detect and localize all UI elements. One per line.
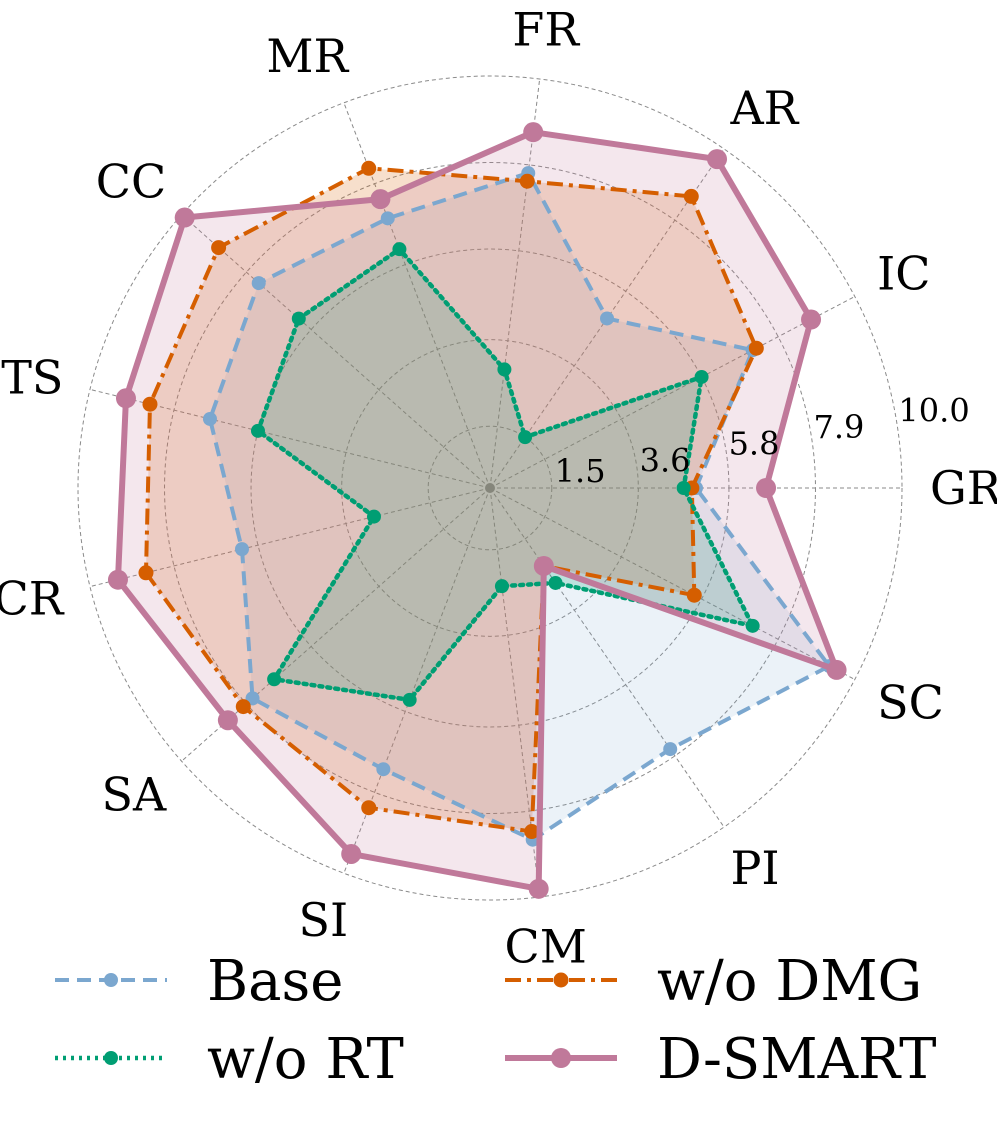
data-point-d-smart-sc <box>826 659 847 680</box>
data-point-w-o-dmg-fr <box>519 173 535 189</box>
legend-item-w-o-rt: w/o RT <box>55 1027 404 1092</box>
legend-marker-w-o-dmg <box>553 972 569 988</box>
legend-marker-base <box>104 973 118 987</box>
grid-spoke-cr <box>89 487 491 588</box>
axis-label-sa: SA <box>101 767 167 821</box>
data-point-d-smart-ic <box>801 309 822 330</box>
data-point-d-smart-ts <box>115 388 136 409</box>
data-point-w-o-dmg-cm <box>524 824 540 840</box>
radial-tick-label: 7.9 <box>814 408 865 446</box>
axis-labels: GR IC AR FR MR CC TS CR SA SI CM PI SC <box>0 2 997 973</box>
axis-label-pi: PI <box>730 841 779 895</box>
data-point-d-smart-pi <box>533 555 554 576</box>
axis-label-ar: AR <box>729 81 799 135</box>
data-point-w-o-rt-gr <box>676 481 691 495</box>
grid-circle <box>427 425 553 551</box>
series-line-w-o-rt <box>255 246 755 703</box>
radial-tick-label: 5.8 <box>729 424 780 462</box>
axis-label-mr: MR <box>266 29 349 83</box>
radial-tick-label: 3.6 <box>640 442 691 480</box>
data-point-d-smart-gr <box>756 478 777 498</box>
radial-tick-label: 1.5 <box>555 452 606 490</box>
legend-item-d-smart: D-SMART <box>505 1027 937 1092</box>
axis-label-ic: IC <box>877 246 930 300</box>
data-point-w-o-dmg-sc <box>686 587 702 603</box>
legend-item-base: Base <box>55 949 343 1014</box>
data-point-base-mr <box>380 211 395 226</box>
data-point-w-o-dmg-cc <box>211 240 227 256</box>
data-point-w-o-rt-ts <box>250 423 265 438</box>
data-point-w-o-rt-cm <box>494 579 509 594</box>
series-fill-w-o-dmg <box>145 168 757 832</box>
series-line-base <box>207 171 832 842</box>
axis-label-cr: CR <box>0 572 65 626</box>
series-line-d-smart <box>114 129 840 892</box>
series-fill-base <box>209 173 830 840</box>
data-point-d-smart-cr <box>107 569 128 590</box>
axis-label-si: SI <box>298 893 348 947</box>
axis-label-ts: TS <box>1 350 63 404</box>
legend-label-w-o-dmg: w/o DMG <box>657 949 922 1014</box>
radial-tick-label: 10.0 <box>898 391 969 429</box>
data-point-base-pi <box>663 742 678 757</box>
data-point-w-o-dmg-si <box>361 800 377 816</box>
axis-label-fr: FR <box>512 2 580 56</box>
data-point-w-o-dmg-cr <box>138 565 154 581</box>
data-point-d-smart-cc <box>174 207 195 228</box>
data-point-w-o-dmg-sa <box>235 699 251 715</box>
data-point-w-o-dmg-mr <box>361 160 377 176</box>
legend: Base w/o DMG w/o RT D-SMART <box>55 949 937 1092</box>
axis-label-cm: CM <box>505 920 587 974</box>
data-point-w-o-dmg-ic <box>748 340 764 356</box>
data-point-d-smart-ar <box>707 149 728 170</box>
axis-label-gr: GR <box>930 461 997 515</box>
data-point-base-ar <box>600 311 615 326</box>
radar-center-dot <box>485 483 495 493</box>
data-point-w-o-dmg-ar <box>683 188 699 204</box>
grid-spoke-fr <box>489 78 541 489</box>
series-w-o-rt <box>250 242 760 707</box>
grid-spoke-ic <box>489 296 856 489</box>
legend-item-w-o-dmg: w/o DMG <box>505 949 922 1014</box>
grid-spoke-sc <box>489 487 856 680</box>
legend-label-w-o-rt: w/o RT <box>207 1027 404 1092</box>
data-point-base-si <box>376 762 391 777</box>
series-fill-w-o-rt <box>257 249 753 700</box>
radial-tick-labels: 1.5 3.6 5.8 7.9 10.0 <box>555 391 970 490</box>
data-point-w-o-rt-fr <box>497 362 512 377</box>
data-point-w-o-dmg-ts <box>142 396 158 412</box>
axis-label-sc: SC <box>877 676 944 730</box>
data-point-w-o-rt-sa <box>267 672 282 687</box>
data-point-w-o-rt-sc <box>745 618 760 633</box>
legend-label-base: Base <box>207 949 343 1014</box>
legend-marker-d-smart <box>551 1048 571 1068</box>
data-point-w-o-rt-si <box>402 692 417 707</box>
radar-series <box>107 122 847 899</box>
series-d-smart <box>107 122 847 899</box>
data-point-w-o-rt-mr <box>392 242 407 257</box>
data-point-d-smart-cm <box>528 878 549 899</box>
data-point-d-smart-fr <box>523 122 544 143</box>
axis-label-cc: CC <box>96 155 166 209</box>
data-point-d-smart-mr <box>370 189 391 210</box>
data-point-d-smart-sa <box>217 710 238 731</box>
data-point-w-o-rt-ic <box>694 369 709 384</box>
grid-spoke-pi <box>489 487 725 828</box>
data-point-w-o-rt-cr <box>366 509 381 524</box>
data-point-w-o-rt-pi <box>548 575 563 590</box>
data-point-w-o-rt-cc <box>291 311 306 326</box>
data-point-w-o-rt-ar <box>518 430 533 445</box>
data-point-base-cr <box>234 542 249 557</box>
grid-spoke-cc <box>181 214 491 489</box>
data-point-base-ts <box>202 411 217 426</box>
grid-circle <box>77 75 903 901</box>
data-point-d-smart-si <box>341 843 362 864</box>
legend-label-d-smart: D-SMART <box>657 1027 937 1092</box>
legend-marker-w-o-rt <box>104 1051 118 1065</box>
data-point-base-cc <box>251 276 266 291</box>
